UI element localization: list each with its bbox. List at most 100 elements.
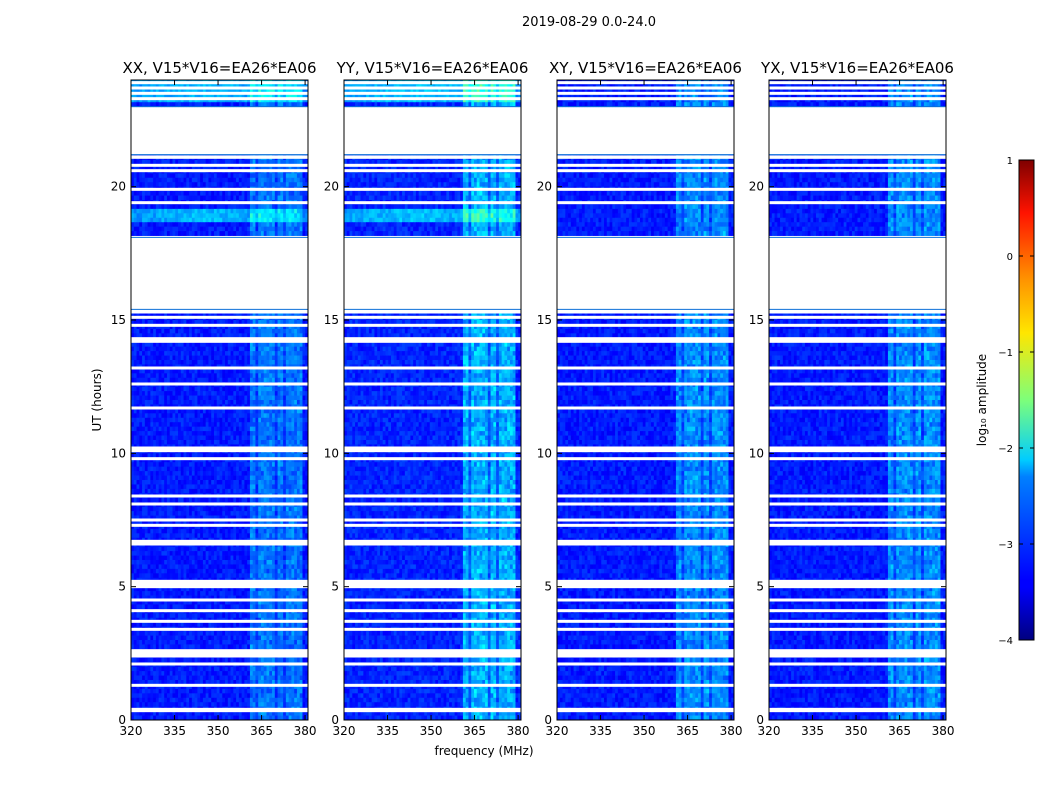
heatmap-cell (150, 435, 154, 441)
heatmap-cell (166, 226, 171, 232)
heatmap-cell (131, 546, 135, 552)
heatmap-cell (136, 488, 140, 494)
heatmap-cell (178, 422, 182, 428)
heatmap-cell (131, 426, 135, 432)
heatmap-cell (155, 435, 160, 441)
heatmap-cell (136, 328, 140, 334)
heatmap-cell (202, 93, 207, 99)
heatmap-cell (213, 422, 218, 428)
heatmap-cell (291, 408, 295, 414)
heatmap-cell (180, 231, 184, 236)
heatmap-cell (161, 506, 165, 512)
heatmap-cell (238, 422, 243, 428)
heatmap-cell (183, 413, 187, 419)
heatmap-cell (213, 231, 218, 236)
heatmap-cell (274, 195, 278, 201)
heatmap-cell (186, 360, 190, 365)
heatmap-cell (274, 231, 278, 236)
heatmap-cell (277, 475, 281, 481)
heatmap-cell (277, 377, 281, 383)
heatmap-cell (147, 191, 151, 196)
heatmap-cell (238, 97, 243, 103)
heatmap-cell (136, 191, 140, 196)
heatmap-cell (194, 360, 198, 365)
heatmap-cell (241, 346, 245, 352)
heatmap-cell (241, 453, 245, 459)
heatmap-cell (294, 164, 298, 170)
heatmap-cell (269, 466, 273, 472)
heatmap-cell (305, 231, 309, 236)
heatmap-cell (175, 546, 179, 552)
heatmap-cell (305, 342, 309, 348)
heatmap-cell (155, 431, 160, 436)
heatmap-cell (280, 97, 284, 103)
heatmap-cell (277, 431, 281, 436)
heatmap-cell (219, 417, 223, 423)
heatmap-cell (139, 440, 143, 445)
heatmap-cell (230, 524, 234, 530)
heatmap-cell (258, 511, 262, 516)
heatmap-cell (211, 528, 215, 534)
heatmap-cell (255, 422, 259, 428)
heatmap-cell (147, 524, 151, 530)
heatmap-cell (252, 386, 256, 392)
heatmap-cell (219, 320, 223, 325)
heatmap-cell (175, 391, 179, 396)
heatmap-cell (247, 453, 251, 459)
heatmap-cell (164, 182, 168, 188)
heatmap-cell (133, 97, 137, 103)
heatmap-cell (139, 431, 143, 436)
heatmap-cell (183, 355, 187, 361)
heatmap-cell (161, 368, 165, 374)
heatmap-cell (166, 351, 171, 356)
heatmap-cell (208, 377, 212, 383)
heatmap-cell (294, 488, 298, 494)
heatmap-cell (241, 524, 245, 530)
heatmap-cell (244, 231, 248, 236)
heatmap-cell (155, 488, 160, 494)
heatmap-cell (219, 177, 223, 183)
heatmap-cell (244, 515, 248, 521)
heatmap-cell (200, 488, 204, 494)
heatmap-cell (202, 231, 207, 236)
heatmap-cell (216, 546, 220, 552)
heatmap-cell (255, 311, 259, 316)
heatmap-cell (191, 408, 196, 414)
heatmap-cell (194, 311, 198, 316)
heatmap-cell (183, 346, 187, 352)
heatmap-cell (288, 373, 292, 379)
heatmap-cell (197, 377, 201, 383)
heatmap-cell (200, 453, 204, 459)
heatmap-cell (161, 520, 165, 525)
heatmap-cell (153, 497, 157, 503)
heatmap-cell (208, 484, 212, 490)
heatmap-cell (219, 391, 223, 396)
heatmap-cell (249, 191, 254, 196)
heatmap-cell (183, 328, 187, 334)
heatmap-cell (258, 88, 262, 94)
heatmap-cell (305, 191, 309, 196)
heatmap-cell (260, 426, 265, 432)
heatmap-cell (219, 520, 223, 525)
heatmap-cell (186, 462, 190, 468)
heatmap-cell (213, 177, 218, 183)
heatmap-cell (178, 102, 182, 108)
heatmap-cell (291, 177, 295, 183)
heatmap-cell (197, 426, 201, 432)
heatmap-cell (147, 431, 151, 436)
heatmap-cell (139, 320, 143, 325)
heatmap-cell (277, 324, 281, 330)
heatmap-cell (244, 497, 248, 503)
heatmap-cell (258, 422, 262, 428)
heatmap-cell (269, 377, 273, 383)
heatmap-cell (169, 182, 173, 188)
heatmap-cell (230, 351, 234, 356)
heatmap-cell (260, 497, 265, 503)
heatmap-cell (266, 480, 270, 485)
heatmap-cell (158, 182, 162, 188)
heatmap-cell (164, 324, 168, 330)
heatmap-cell (291, 466, 295, 472)
heatmap-cell (161, 400, 165, 405)
heatmap-cell (133, 231, 137, 236)
heatmap-cell (205, 395, 209, 401)
